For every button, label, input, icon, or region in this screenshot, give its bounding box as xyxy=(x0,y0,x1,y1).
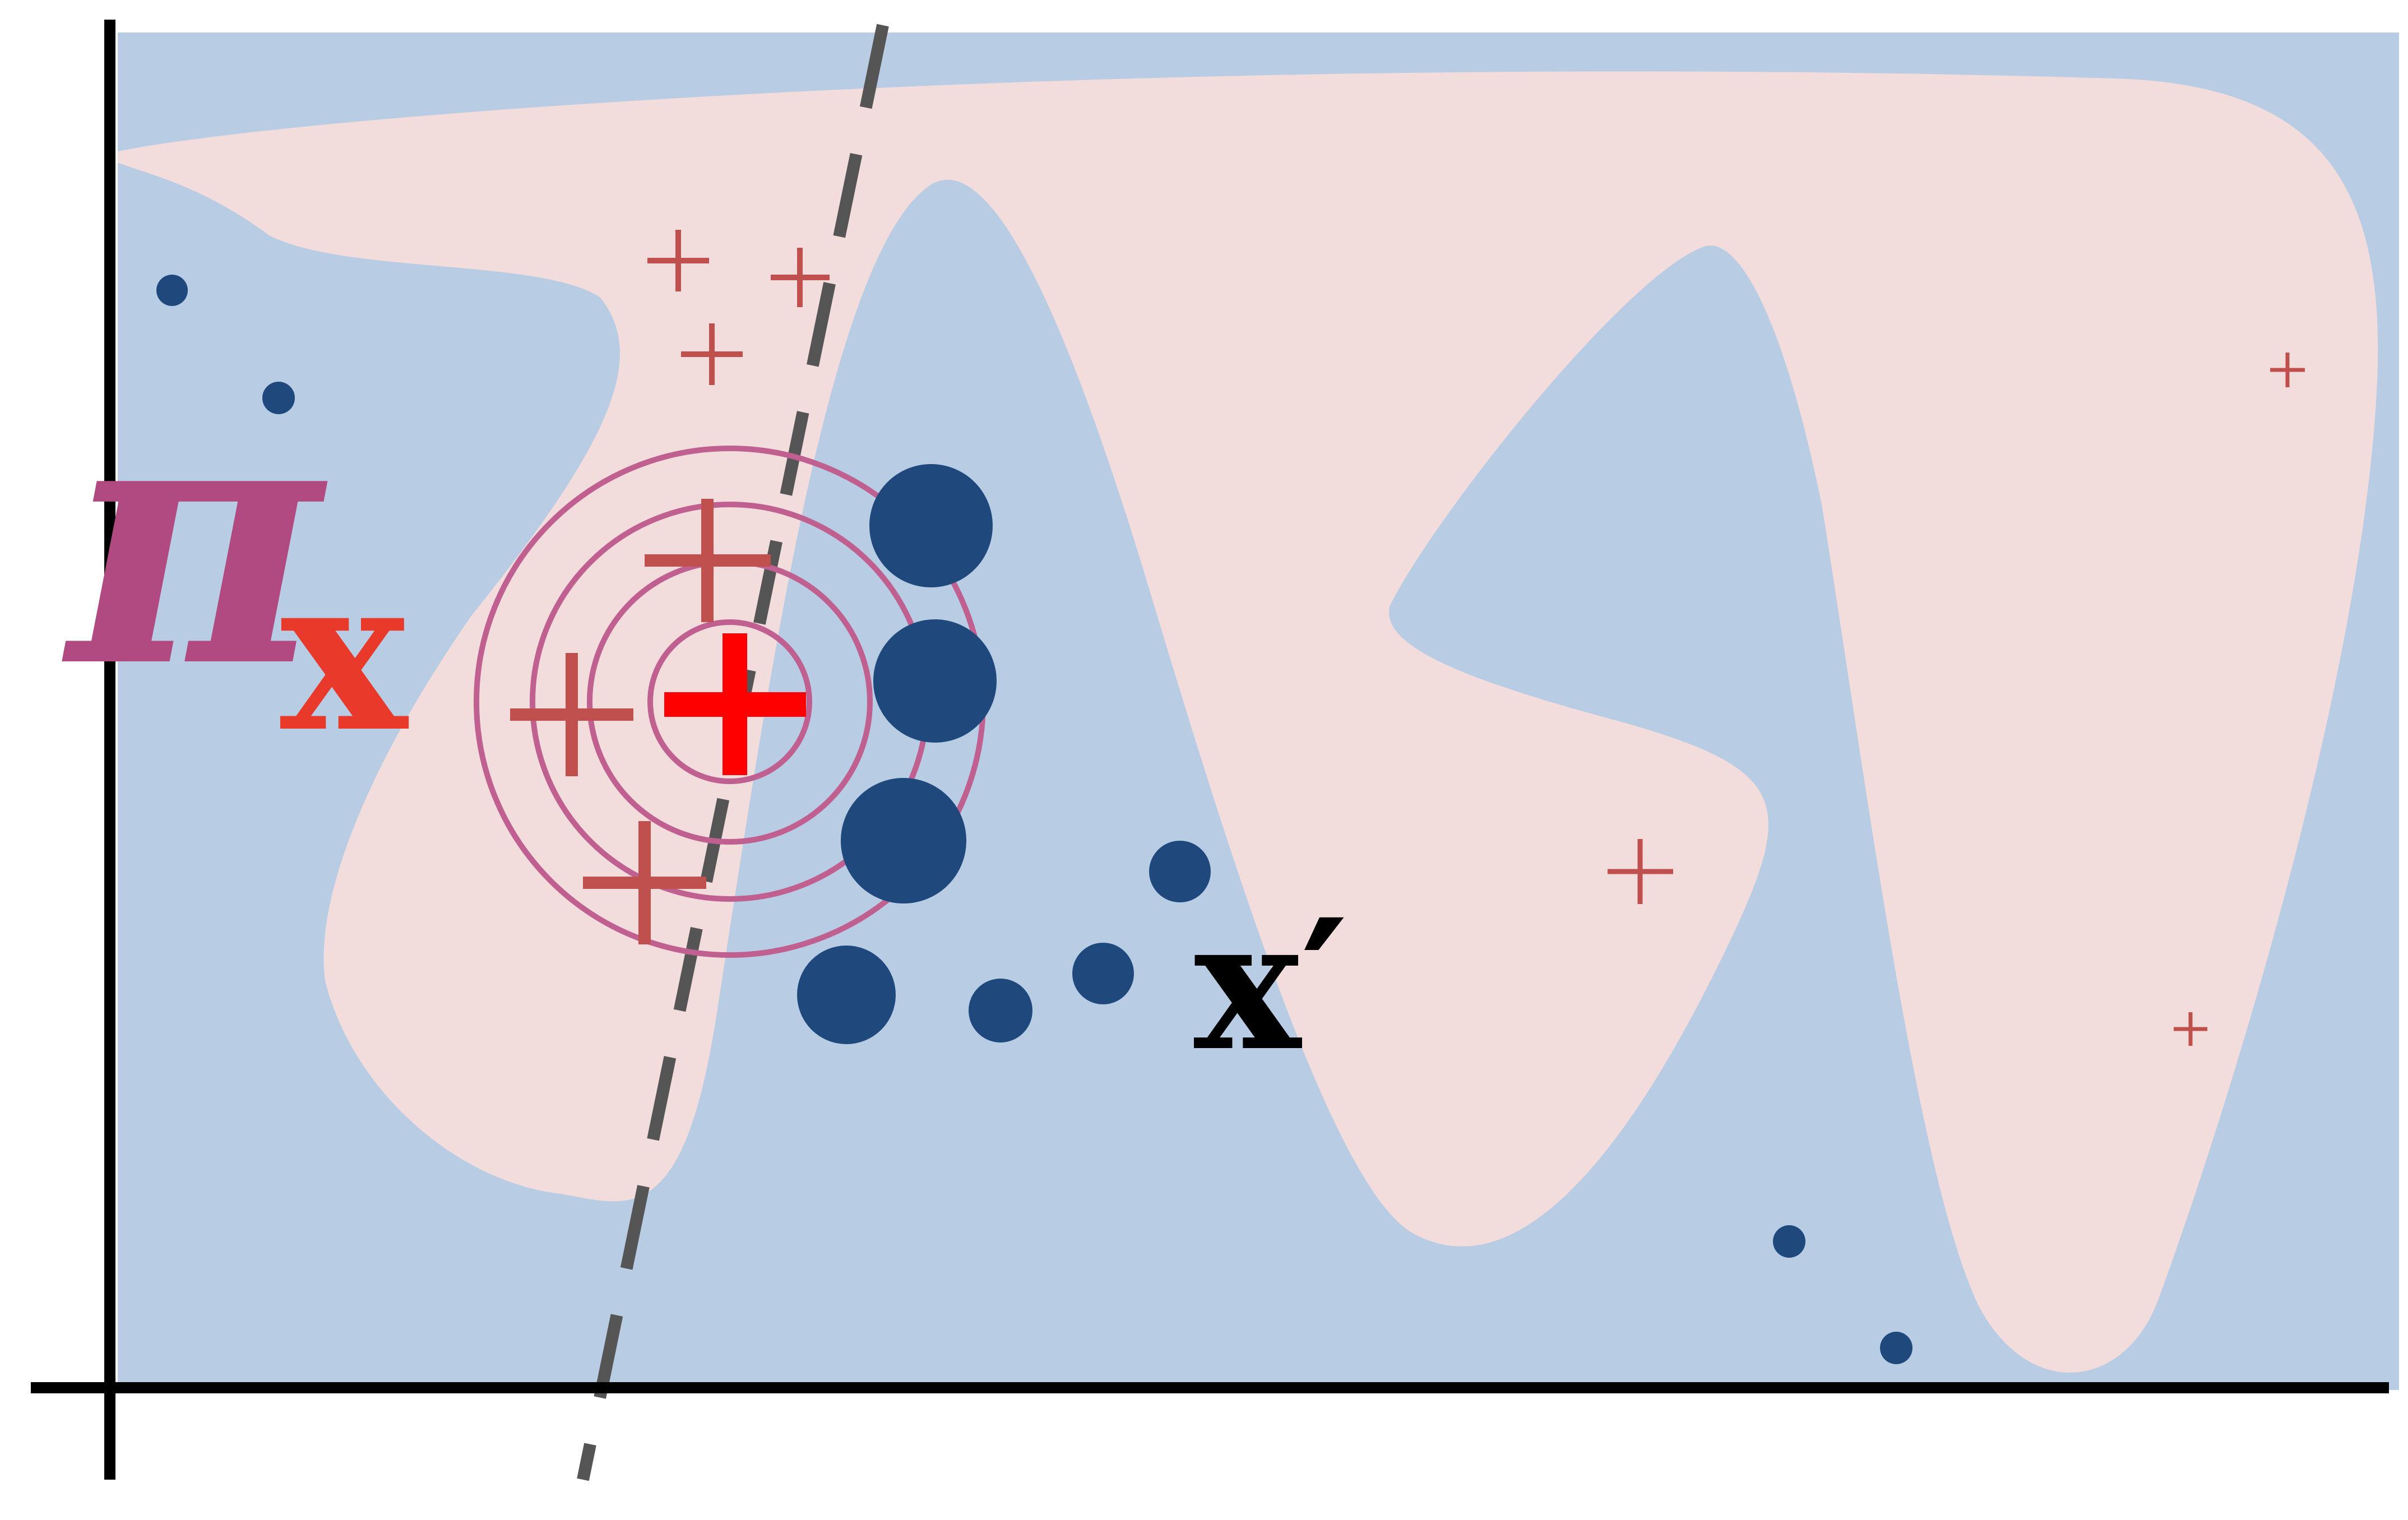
plus-marker-icon xyxy=(510,653,633,776)
instance-marker xyxy=(664,633,806,775)
plus-marker-icon xyxy=(1608,839,1673,904)
dot-marker-icon xyxy=(869,464,993,587)
dot-marker-icon xyxy=(262,382,295,414)
dot-marker-icon xyxy=(873,619,997,743)
plus-marker-icon xyxy=(681,323,743,385)
plus-marker-icon xyxy=(647,230,709,291)
pi-label: π xyxy=(62,336,328,744)
x-prime-label: x′ xyxy=(1194,881,1348,1091)
dot-marker-icon xyxy=(156,275,188,306)
dot-marker-icon xyxy=(1880,1332,1912,1364)
pi-subscript-label: x xyxy=(280,529,410,779)
positive-samples xyxy=(647,230,2305,1046)
plus-marker-icon xyxy=(2270,353,2305,387)
negative-samples xyxy=(156,275,1912,1364)
dot-marker-icon xyxy=(1072,943,1134,1004)
dot-marker-icon xyxy=(1149,841,1211,902)
plus-marker-icon xyxy=(645,499,771,622)
weighted-positive-samples xyxy=(510,499,771,944)
axes xyxy=(31,20,2389,1480)
dot-marker-icon xyxy=(1773,1225,1805,1258)
kernel-ring-1 xyxy=(647,619,812,784)
plus-marker-icon xyxy=(771,248,830,307)
dot-marker-icon xyxy=(797,946,896,1044)
positive-region xyxy=(118,71,2378,1373)
plus-marker-icon xyxy=(2174,1012,2207,1046)
dot-marker-icon xyxy=(841,778,966,903)
plus-marker-icon xyxy=(583,821,706,944)
dot-marker-icon xyxy=(969,979,1032,1042)
kernel-rings xyxy=(474,446,986,958)
